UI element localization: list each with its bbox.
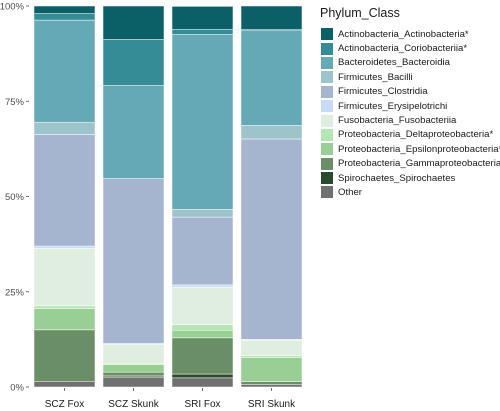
bar-segment bbox=[240, 5, 303, 30]
legend-label: Actinobacteria_Actinobacteria* bbox=[338, 28, 469, 40]
legend-item: Actinobacteria_Coriobacteriia* bbox=[318, 41, 500, 55]
legend-swatch bbox=[321, 114, 333, 127]
legend-swatch bbox=[321, 56, 333, 69]
legend-item: Proteobacteria_Epsilonproteobacteria* bbox=[318, 142, 500, 156]
legend-label: Proteobacteria_Deltaproteobacteria* bbox=[338, 129, 494, 141]
bar-segment bbox=[33, 329, 96, 382]
legend-label: Firmicutes_Erysipelotrichi bbox=[338, 100, 448, 112]
bar-segment bbox=[171, 337, 234, 375]
bar-segment bbox=[240, 125, 303, 140]
legend-swatch bbox=[321, 100, 333, 113]
legend-swatch bbox=[321, 172, 333, 185]
y-tick-label: 50% bbox=[5, 192, 25, 203]
legend-label: Spirochaetes_Spirochaetes bbox=[338, 172, 456, 184]
bar-segment bbox=[171, 377, 234, 388]
bar-segment bbox=[171, 373, 234, 379]
bar-segment bbox=[171, 324, 234, 331]
legend-swatch bbox=[321, 128, 333, 141]
legend-label: Other bbox=[338, 186, 362, 198]
bar-segment bbox=[240, 355, 303, 358]
bar-segment bbox=[171, 329, 234, 339]
bar-segment bbox=[33, 13, 96, 21]
bar-segment bbox=[171, 284, 234, 288]
bar-segment bbox=[171, 216, 234, 286]
legend-swatch bbox=[321, 28, 333, 41]
x-tick-label: SRI Skunk bbox=[248, 399, 296, 410]
bar-segment bbox=[33, 305, 96, 309]
legend-item: Firmicutes_Erysipelotrichi bbox=[318, 99, 500, 113]
legend-swatch bbox=[321, 143, 333, 156]
legend-item: Spirochaetes_Spirochaetes bbox=[318, 171, 500, 185]
x-tick-label: SCZ Fox bbox=[45, 399, 84, 410]
legend-swatch bbox=[321, 186, 333, 199]
bar-segment bbox=[102, 376, 165, 388]
legend-label: Firmicutes_Bacilli bbox=[338, 71, 413, 83]
bar-segment bbox=[33, 381, 96, 388]
y-tick-label: 25% bbox=[5, 287, 25, 298]
bar-segment bbox=[102, 5, 165, 40]
bar-segment bbox=[33, 308, 96, 331]
bar-segment bbox=[240, 384, 303, 388]
bar-segment bbox=[102, 39, 165, 86]
x-tick-label: SCZ Skunk bbox=[108, 399, 160, 410]
bar-segment bbox=[33, 248, 96, 307]
bar-segment bbox=[102, 84, 165, 179]
legend-label: Fusobacteria_Fusobacteriia bbox=[338, 115, 457, 127]
legend-item: Firmicutes_Bacilli bbox=[318, 70, 500, 84]
bar-segment bbox=[102, 178, 165, 344]
legend-swatch bbox=[321, 42, 333, 55]
bar-segment bbox=[171, 209, 234, 218]
bar-segment bbox=[33, 5, 96, 14]
legend-item: Bacteroidetes_Bacteroidia bbox=[318, 56, 500, 70]
legend: Phylum_Class Actinobacteria_Actinobacter… bbox=[318, 4, 500, 200]
legend-item: Proteobacteria_Deltaproteobacteria* bbox=[318, 128, 500, 142]
bar-segment bbox=[33, 245, 96, 249]
bar-segment bbox=[171, 28, 234, 35]
y-tick-label: 100% bbox=[0, 2, 25, 13]
y-tick-label: 75% bbox=[5, 97, 25, 108]
legend-label: Bacteroidetes_Bacteroidia bbox=[338, 57, 450, 69]
legend-swatch bbox=[321, 71, 333, 84]
bar-segment bbox=[240, 339, 303, 357]
bar-segment bbox=[171, 6, 234, 30]
bar-segment bbox=[33, 19, 96, 123]
legend-title: Phylum_Class bbox=[320, 6, 400, 20]
legend-item: Proteobacteria_Gammaproteobacteria* bbox=[318, 157, 500, 171]
legend-item: Firmicutes_Clostridia bbox=[318, 85, 500, 99]
bar-segment bbox=[102, 364, 165, 373]
legend-label: Proteobacteria_Epsilonproteobacteria* bbox=[338, 143, 500, 155]
legend-item: Fusobacteria_Fusobacteriia bbox=[318, 113, 500, 127]
legend-label: Proteobacteria_Gammaproteobacteria* bbox=[338, 158, 500, 170]
legend-item: Actinobacteria_Actinobacteria* bbox=[318, 27, 500, 41]
bar-segment bbox=[33, 121, 96, 135]
x-tick-label: SRI Fox bbox=[184, 399, 220, 410]
bar-segment bbox=[240, 381, 303, 385]
y-tick-label: 0% bbox=[10, 383, 24, 394]
legend-label: Actinobacteria_Coriobacteriia* bbox=[338, 43, 468, 55]
bar-segment bbox=[240, 30, 303, 126]
legend-label: Firmicutes_Clostridia bbox=[338, 86, 428, 98]
bar-segment bbox=[171, 286, 234, 325]
legend-swatch bbox=[321, 157, 333, 170]
legend-swatch bbox=[321, 85, 333, 98]
bar-segment bbox=[240, 138, 303, 340]
bar-segment bbox=[171, 34, 234, 210]
bar-segment bbox=[33, 134, 96, 247]
bar-segment bbox=[240, 357, 303, 382]
bar-segment bbox=[102, 371, 165, 377]
bar-segment bbox=[102, 344, 165, 364]
legend-item: Other bbox=[318, 185, 500, 199]
